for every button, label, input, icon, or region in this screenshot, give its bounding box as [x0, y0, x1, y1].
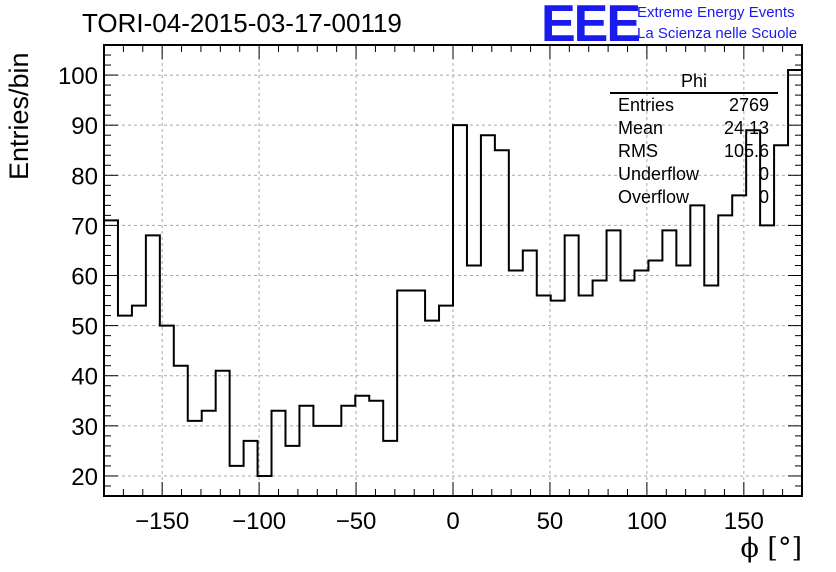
- x-tick-label: −100: [232, 508, 286, 535]
- histogram-series: [104, 69, 802, 477]
- stats-box: Phi Entries 2769 Mean 24.13 RMS 105.6 Underflo…: [610, 70, 778, 209]
- x-tick-label: −50: [336, 508, 377, 535]
- x-tick-label: 0: [446, 508, 459, 535]
- stats-value: 24.13: [723, 118, 769, 138]
- chart-title: TORI-04-2015-03-17-00119: [82, 8, 402, 38]
- y-tick-label: 50: [71, 314, 98, 341]
- logo-subtitle-1: Extreme Energy Events: [637, 4, 795, 21]
- y-tick-label: 40: [71, 364, 98, 391]
- y-tick-label: 80: [71, 163, 98, 190]
- x-tick-label: 50: [537, 508, 564, 535]
- stats-row: Underflow 0: [610, 163, 778, 186]
- stats-label: Mean: [618, 118, 664, 138]
- stats-value: 105.6: [723, 141, 769, 161]
- stats-value: 0: [758, 187, 769, 207]
- stats-row: RMS 105.6: [610, 140, 778, 163]
- stats-label: Underflow: [618, 164, 700, 184]
- stats-row: Overflow 0: [610, 186, 778, 209]
- logo-subtitle-2: La Scienza nelle Scuole: [637, 25, 798, 42]
- stats-row: Mean 24.13: [610, 117, 778, 140]
- y-tick-label: 60: [71, 264, 98, 291]
- x-tick-label: 150: [724, 508, 764, 535]
- stats-name: Phi: [610, 70, 778, 94]
- y-tick-label: 30: [71, 414, 98, 441]
- stats-row: Entries 2769: [610, 94, 778, 117]
- stats-value: 0: [758, 164, 769, 184]
- x-axis-label: ϕ [°]: [740, 533, 802, 564]
- x-tick-label: −150: [135, 508, 189, 535]
- eee-logo: EEE: [541, 0, 641, 53]
- stats-value: 2769: [728, 95, 769, 115]
- stats-label: Overflow: [618, 187, 690, 207]
- y-tick-label: 100: [58, 63, 98, 90]
- y-tick-label: 70: [71, 213, 98, 240]
- stats-label: RMS: [618, 141, 658, 161]
- y-axis-label: Entries/bin: [4, 52, 34, 180]
- stats-label: Entries: [618, 95, 675, 115]
- x-tick-label: 100: [627, 508, 667, 535]
- y-tick-label: 20: [71, 464, 98, 491]
- y-tick-label: 90: [71, 113, 98, 140]
